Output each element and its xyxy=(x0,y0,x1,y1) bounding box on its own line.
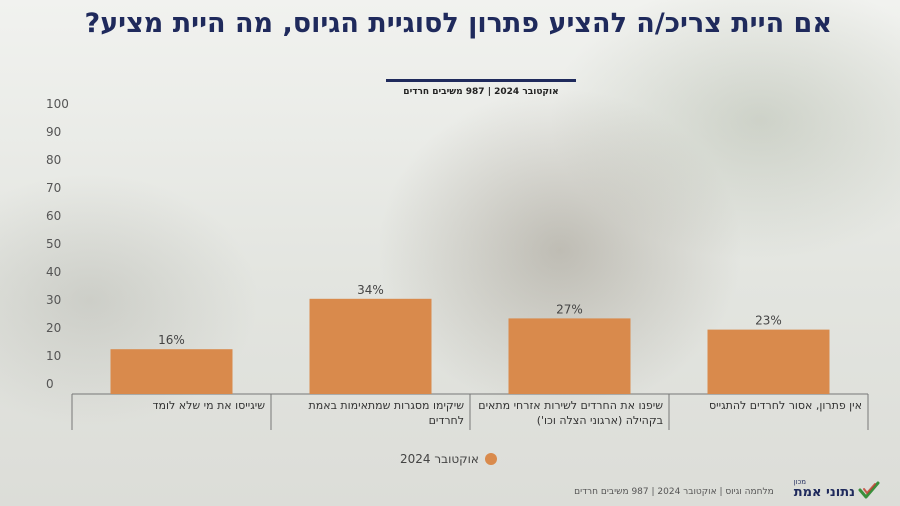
category-label: שיגייסו את מי שלא לומד xyxy=(152,399,265,412)
data-label: 34% xyxy=(357,283,384,297)
footer: מלחמה וגיוס | אוקטובר 2024 | 987 משיבים … xyxy=(574,478,880,500)
logo-text: מכון נתוני אמת xyxy=(794,478,855,500)
y-tick-label: 10 xyxy=(46,349,61,363)
category-label: שיפנו את החרדים לשירות אזרחי מתאים בקהיל… xyxy=(478,399,663,427)
category-label: שיקימו מסגרות שמתאימות באמת לחרדים xyxy=(308,399,464,427)
page-title: אם היית צריכ/ה להציע פתרון לסוגיית הגיוס… xyxy=(84,8,832,39)
legend-swatch xyxy=(484,453,497,465)
checkmark-logo-icon xyxy=(858,481,880,499)
bar xyxy=(309,298,432,394)
category-label-wrapper: שיקימו מסגרות שמתאימות באמת לחרדים xyxy=(308,399,464,427)
bar xyxy=(707,329,830,394)
title-underline xyxy=(386,79,576,82)
y-tick-label: 70 xyxy=(46,181,61,195)
y-tick-label: 30 xyxy=(46,293,61,307)
data-label: 27% xyxy=(556,302,583,316)
y-tick-label: 20 xyxy=(46,321,61,335)
data-label: 16% xyxy=(158,333,185,347)
y-tick-label: 80 xyxy=(46,153,61,167)
logo-small-text: מכון xyxy=(793,478,807,486)
y-tick-label: 100 xyxy=(46,97,69,111)
category-label-wrapper: אין פתרון, אסור לחרדים להתגייס xyxy=(709,399,862,412)
logo-main-text: נתוני אמת xyxy=(793,485,855,500)
category-label: אין פתרון, אסור לחרדים להתגייס xyxy=(709,399,862,412)
page-subtitle: אוקטובר 2024 | 987 משיבים חרדים xyxy=(403,87,559,97)
footer-text: מלחמה וגיוס | אוקטובר 2024 | 987 משיבים … xyxy=(574,487,774,497)
y-tick-label: 40 xyxy=(46,265,61,279)
bar xyxy=(110,349,233,394)
bar xyxy=(508,318,631,394)
legend-label: אוקטובר 2024 xyxy=(400,452,479,466)
chart-legend: אוקטובר 2024 xyxy=(400,452,497,466)
category-label-wrapper: שיגייסו את מי שלא לומד xyxy=(152,399,265,412)
data-label: 23% xyxy=(755,314,782,328)
y-tick-label: 0 xyxy=(46,377,54,391)
y-tick-label: 50 xyxy=(46,237,61,251)
y-tick-label: 90 xyxy=(46,125,61,139)
category-label-wrapper: שיפנו את החרדים לשירות אזרחי מתאים בקהיל… xyxy=(478,399,663,427)
y-tick-label: 60 xyxy=(46,209,61,223)
brand-logo: מכון נתוני אמת xyxy=(794,478,880,500)
